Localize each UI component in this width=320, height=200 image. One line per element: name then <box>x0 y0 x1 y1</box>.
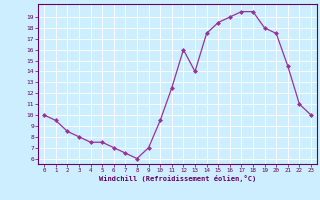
X-axis label: Windchill (Refroidissement éolien,°C): Windchill (Refroidissement éolien,°C) <box>99 175 256 182</box>
